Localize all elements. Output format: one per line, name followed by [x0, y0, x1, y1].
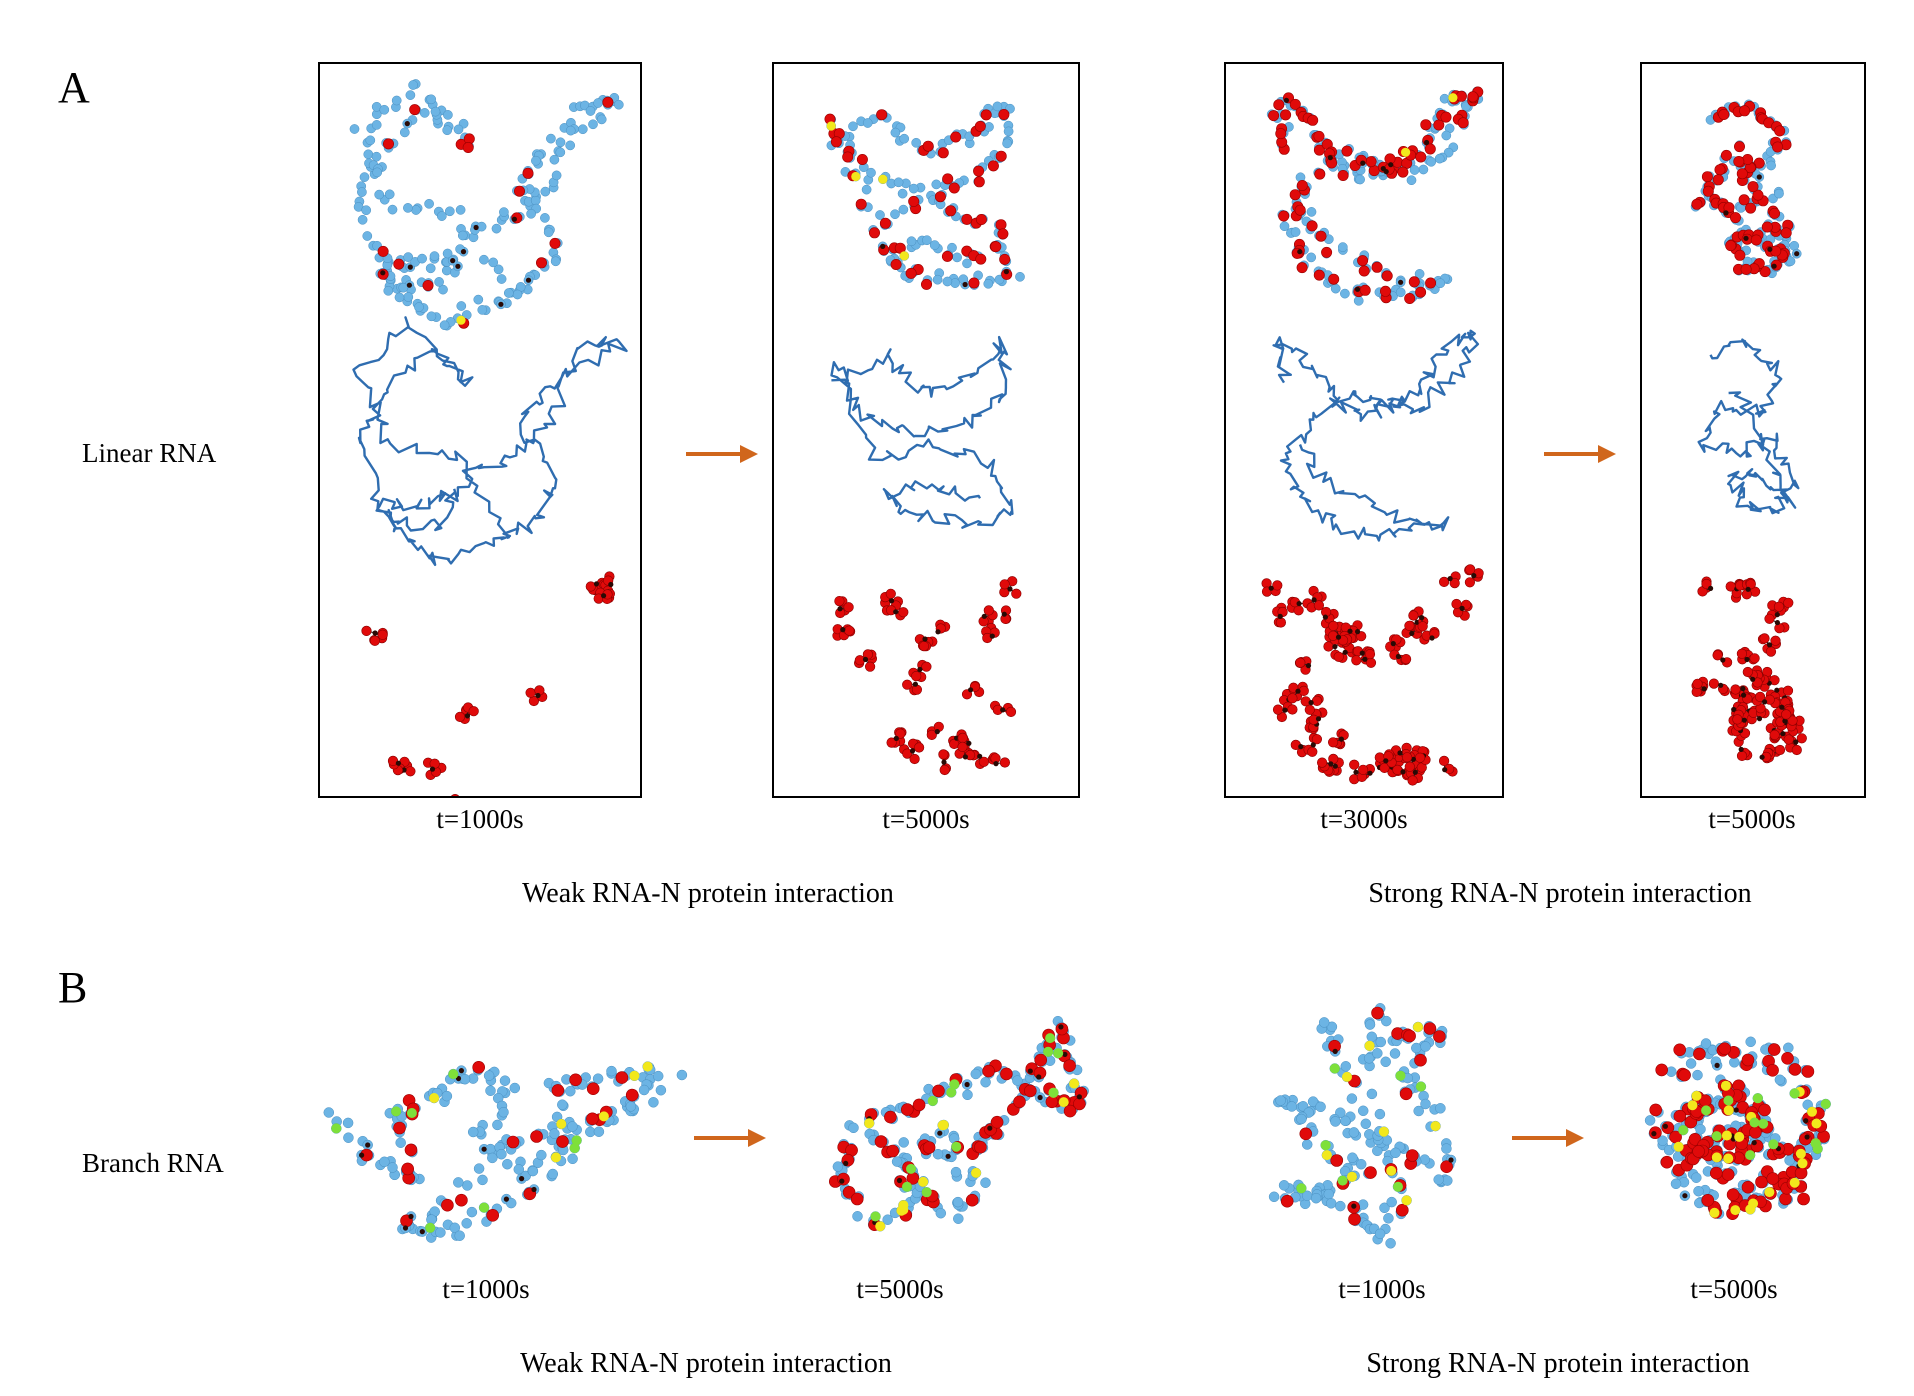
- sim-a-strong-t5000: [1690, 99, 1807, 764]
- panel-b-letter: B: [58, 963, 88, 1012]
- sim-b-weak-t1000: [323, 1060, 688, 1243]
- arrow-b-weak: [694, 1129, 766, 1147]
- time-label-a-1: t=1000s: [436, 804, 524, 834]
- sim-b-weak-t5000: [828, 1015, 1089, 1232]
- branch-rna-label: Branch RNA: [82, 1148, 224, 1178]
- time-label-a-4: t=5000s: [1708, 804, 1796, 834]
- arrow-a-weak: [686, 445, 758, 463]
- sim-a-weak-t1000: [349, 79, 628, 796]
- sim-a-weak-t5000: [824, 101, 1025, 776]
- time-label-b-1: t=1000s: [442, 1274, 530, 1304]
- frame-a-weak-t1000: [318, 62, 642, 798]
- condition-a-weak: Weak RNA-N protein interaction: [522, 878, 894, 909]
- time-label-b-4: t=5000s: [1690, 1274, 1778, 1304]
- linear-rna-label: Linear RNA: [82, 438, 217, 468]
- frame-a-weak-t5000: [772, 62, 1080, 798]
- frame-a-strong-t3000: [1224, 62, 1504, 798]
- panel-a-letter: A: [58, 63, 90, 112]
- condition-a-strong: Strong RNA-N protein interaction: [1368, 878, 1752, 909]
- frame-a-strong-t5000: [1640, 62, 1866, 798]
- sim-b-strong-t5000: [1644, 1036, 1831, 1220]
- arrow-b-strong: [1512, 1129, 1584, 1147]
- sim-b-strong-t1000: [1268, 1003, 1457, 1249]
- condition-b-strong: Strong RNA-N protein interaction: [1366, 1348, 1750, 1379]
- sim-a-strong-t3000: [1261, 86, 1484, 786]
- arrow-a-strong: [1544, 445, 1616, 463]
- time-label-a-3: t=3000s: [1320, 804, 1408, 834]
- time-label-a-2: t=5000s: [882, 804, 970, 834]
- condition-b-weak: Weak RNA-N protein interaction: [520, 1348, 892, 1379]
- time-label-b-3: t=1000s: [1338, 1274, 1426, 1304]
- time-label-b-2: t=5000s: [856, 1274, 944, 1304]
